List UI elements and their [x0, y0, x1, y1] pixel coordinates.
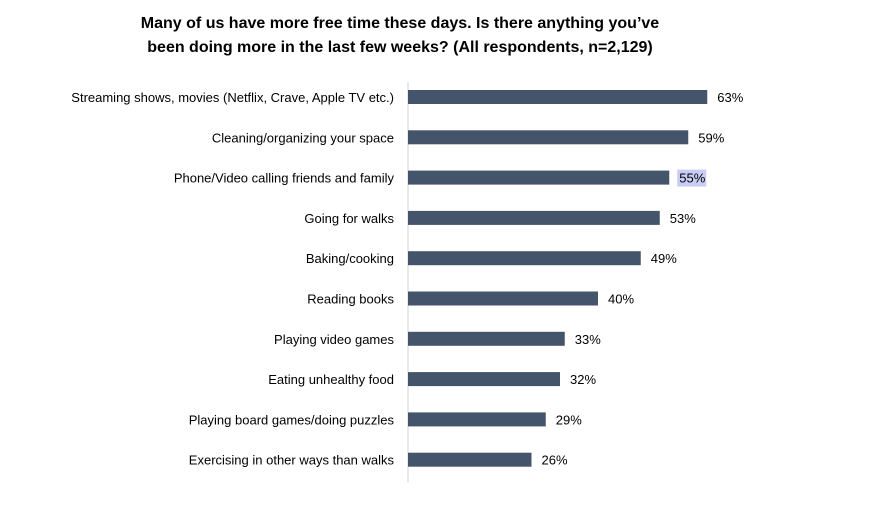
bar	[408, 291, 598, 306]
value-label: 32%	[570, 372, 596, 387]
value-label: 49%	[651, 251, 677, 266]
bar	[408, 251, 641, 266]
bar	[408, 210, 660, 225]
category-label: Going for walks	[304, 211, 394, 226]
category-label: Cleaning/organizing your space	[212, 130, 394, 145]
value-label: 59%	[698, 130, 724, 145]
value-label: 33%	[575, 332, 601, 347]
bar	[408, 331, 565, 346]
value-label: 29%	[556, 412, 582, 427]
value-label: 55%	[679, 171, 705, 186]
value-label: 53%	[670, 211, 696, 226]
chart-title-line-1: Many of us have more free time these day…	[140, 15, 660, 32]
bar	[408, 90, 708, 104]
category-label: Streaming shows, movies (Netflix, Crave,…	[71, 90, 394, 105]
category-label: Playing board games/doing puzzles	[189, 412, 395, 427]
category-label: Eating unhealthy food	[268, 372, 394, 387]
chart-title: Many of us have more free time these day…	[0, 12, 800, 60]
value-label: 63%	[717, 90, 743, 105]
bar	[408, 130, 689, 145]
category-label: Reading books	[307, 292, 394, 307]
value-label: 40%	[608, 292, 634, 307]
bar	[408, 452, 532, 467]
chart-title-line-2: been doing more in the last few weeks? (…	[147, 39, 653, 56]
category-label: Baking/cooking	[306, 251, 394, 266]
category-label: Playing video games	[274, 332, 394, 347]
bar	[408, 170, 670, 185]
value-label-highlight	[677, 169, 707, 187]
bar	[408, 412, 546, 427]
category-label: Exercising in other ways than walks	[189, 453, 395, 468]
category-label: Phone/Video calling friends and family	[174, 171, 395, 186]
value-label: 26%	[542, 453, 568, 468]
bar	[408, 372, 560, 387]
